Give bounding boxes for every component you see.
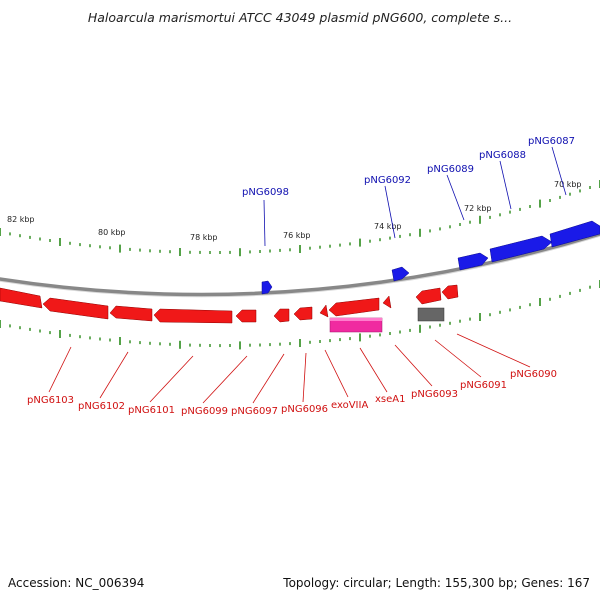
leader-pNG6087 xyxy=(551,146,567,196)
topology-text: Topology: circular; Length: 155,300 bp; … xyxy=(283,576,590,590)
leader-pNG6101 xyxy=(149,355,194,403)
scale-label-74kbp: 74 kbp xyxy=(374,222,402,231)
leader-exoVIIA xyxy=(324,349,349,398)
leader-pNG6092 xyxy=(384,185,396,239)
outer-tick-ring xyxy=(0,180,600,257)
gene-pNG6101[interactable] xyxy=(109,305,153,322)
leader-pNG6091 xyxy=(434,339,482,378)
map-title: Haloarcula marismortui ATCC 43049 plasmi… xyxy=(87,10,513,25)
gene-pNG6093-grey[interactable] xyxy=(417,307,445,322)
gene-rna-magenta-shade xyxy=(330,318,382,321)
leader-pNG6102 xyxy=(99,351,129,399)
label-pNG6087: pNG6087 xyxy=(528,136,575,147)
label-pNG6098: pNG6098 xyxy=(242,187,289,198)
gene-pNG6096[interactable] xyxy=(293,306,313,321)
gene-pNG6099[interactable] xyxy=(235,309,257,323)
gene-pNG6091[interactable] xyxy=(415,287,442,305)
leader-pNG6093 xyxy=(394,344,433,387)
gene-pNG6092[interactable] xyxy=(391,266,410,282)
leader-pNG6097 xyxy=(252,353,285,404)
gene-pNG6089[interactable] xyxy=(457,252,489,271)
scale-label-78kbp: 78 kbp xyxy=(190,233,218,242)
label-pNG6102: pNG6102 xyxy=(78,401,125,412)
gene-xseA1[interactable] xyxy=(382,295,392,309)
scale-label-72kbp: 72 kbp xyxy=(464,204,492,213)
leader-pNG6090 xyxy=(456,333,531,368)
scale-label-70kbp: 70 kbp xyxy=(554,180,582,189)
gene-pNG6102[interactable] xyxy=(42,297,109,320)
leader-pNG6088 xyxy=(499,160,512,210)
forward-gene-labels: pNG6098 pNG6092 pNG6089 pNG6088 pNG6087 xyxy=(242,136,575,198)
inner-tick-ring xyxy=(0,280,600,350)
gene-pNG6088[interactable] xyxy=(489,235,553,263)
label-pNG6097: pNG6097 xyxy=(231,406,278,417)
gene-pNG6087[interactable] xyxy=(549,220,600,248)
label-xseA1: xseA1 xyxy=(375,394,405,405)
leader-xseA1 xyxy=(359,347,388,393)
gene-pNG6090[interactable] xyxy=(441,284,459,300)
accession-text: Accession: NC_006394 xyxy=(8,576,145,590)
gene-exoVIIA[interactable] xyxy=(319,304,329,318)
label-pNG6101: pNG6101 xyxy=(128,405,175,416)
gene-pNG6097[interactable] xyxy=(273,308,290,323)
leader-pNG6103 xyxy=(48,346,72,393)
label-pNG6089: pNG6089 xyxy=(427,164,474,175)
scale-labels: 82 kbp 80 kbp 78 kbp 76 kbp 74 kbp 72 kb… xyxy=(7,180,582,242)
leader-pNG6096 xyxy=(302,352,307,403)
reverse-gene-labels: pNG6103 pNG6102 pNG6101 pNG6099 pNG6097 … xyxy=(27,369,557,417)
scale-label-76kbp: 76 kbp xyxy=(283,231,311,240)
backbone-highlight xyxy=(0,235,600,298)
label-pNG6092: pNG6092 xyxy=(364,175,411,186)
gene-pNG6098[interactable] xyxy=(261,280,273,295)
leader-pNG6098 xyxy=(263,199,266,247)
gene-pNG6101b[interactable] xyxy=(153,308,233,324)
label-pNG6096: pNG6096 xyxy=(281,404,328,415)
label-pNG6090: pNG6090 xyxy=(510,369,557,380)
backbone-outer xyxy=(0,232,600,297)
gene-pNG6103[interactable] xyxy=(0,287,43,309)
scale-label-80kbp: 80 kbp xyxy=(98,228,126,237)
label-pNG6099: pNG6099 xyxy=(181,406,228,417)
label-pNG6093: pNG6093 xyxy=(411,389,458,400)
reverse-leaders xyxy=(48,333,531,404)
label-pNG6091: pNG6091 xyxy=(460,380,507,391)
leader-pNG6089 xyxy=(446,174,465,221)
gene-exoVIIA-b[interactable] xyxy=(328,297,380,317)
reverse-genes xyxy=(0,284,459,324)
leader-pNG6099 xyxy=(202,355,248,404)
forward-leaders xyxy=(263,146,567,247)
label-pNG6103: pNG6103 xyxy=(27,395,74,406)
label-exoVIIA: exoVIIA xyxy=(331,400,368,411)
backbone xyxy=(0,232,600,298)
forward-genes xyxy=(261,220,600,295)
label-pNG6088: pNG6088 xyxy=(479,150,526,161)
scale-label-82kbp: 82 kbp xyxy=(7,215,35,224)
